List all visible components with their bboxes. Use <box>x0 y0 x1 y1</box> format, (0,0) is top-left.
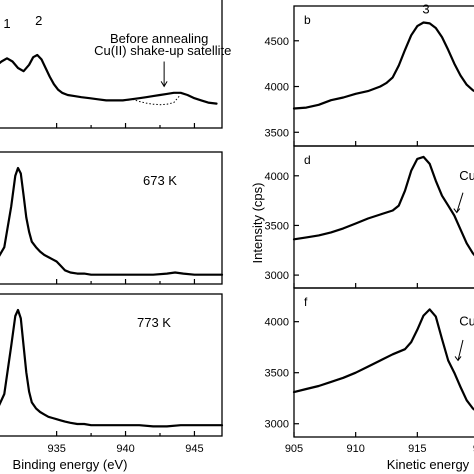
kinetic-energy-axis-title: Kinetic energy <box>387 457 470 472</box>
satellite-baseline-dotted <box>132 95 180 106</box>
intensity-axis-title: Intensity (cps) <box>250 183 265 264</box>
satellite-label: Cu(II) shake-up satellite <box>94 43 231 58</box>
kinetic-panel-d: 3000 3500 4000 d Cu <box>265 145 474 289</box>
binding-spectrum-line <box>0 308 224 428</box>
kinetic-spectrum-line <box>292 155 474 257</box>
kinetic-panel-f: 3000 3500 4000 f Cu <box>265 287 474 438</box>
cu-arrowhead <box>454 356 462 362</box>
temperature-label: Before annealing <box>110 31 208 46</box>
binding-panel-frame <box>0 0 223 129</box>
binding-x-tick-label: 935 <box>47 443 65 455</box>
intensity-tick-label: 3500 <box>265 127 289 139</box>
binding-panel-frame <box>0 151 223 285</box>
cu-arrow <box>456 192 464 213</box>
temperature-label: 773 K <box>137 315 171 330</box>
kinetic-x-tick-label: 905 <box>285 443 303 455</box>
kinetic-x-tick-label: 915 <box>408 443 426 455</box>
intensity-tick-label: 4000 <box>265 82 289 94</box>
binding-spectrum-line <box>0 53 218 105</box>
binding-panel-1: Before annealing 1 2 Cu(II) shake-up satell… <box>0 0 231 129</box>
kinetic-spectrum-line <box>292 21 474 110</box>
binding-panel-2: 673 K <box>0 151 224 285</box>
kinetic-panel-frame <box>293 145 474 289</box>
intensity-tick-label: 3500 <box>265 220 289 232</box>
kinetic-spectrum-line <box>292 308 474 411</box>
cu-arrow <box>457 339 464 361</box>
intensity-tick-label: 3000 <box>265 419 289 431</box>
peak-number-label: 1 <box>3 16 10 31</box>
kinetic-panel-frame <box>293 5 474 147</box>
binding-x-tick-label: 940 <box>116 443 134 455</box>
cu-label: Cu <box>459 168 474 183</box>
intensity-tick-label: 4000 <box>265 171 289 183</box>
kinetic-energy-column: 3500 4000 4500 b 3 3000 3500 4000 d Cu 3000 3500 400… <box>265 1 474 455</box>
intensity-tick-label: 3000 <box>265 270 289 282</box>
kinetic-x-tick-label: 910 <box>346 443 364 455</box>
binding-x-tick-label: 945 <box>185 443 203 455</box>
cu-label: Cu <box>459 314 474 329</box>
panel-letter: f <box>304 295 308 309</box>
binding-panel-frame <box>0 293 223 437</box>
peak-number-label: 2 <box>35 13 42 28</box>
cu-arrowhead <box>453 208 461 214</box>
binding-energy-axis-title: Binding energy (eV) <box>13 457 128 472</box>
intensity-tick-label: 4500 <box>265 36 289 48</box>
panel-letter: b <box>304 13 311 27</box>
binding-panel-3: 773 K <box>0 293 224 437</box>
peak-number-label: 3 <box>422 1 429 16</box>
kinetic-x-tick-label: 92 <box>473 443 474 455</box>
panel-letter: d <box>304 153 311 167</box>
binding-spectrum-line <box>0 166 224 276</box>
kinetic-panel-b: 3500 4000 4500 b 3 <box>265 1 474 147</box>
temperature-label: 673 K <box>143 173 177 188</box>
intensity-tick-label: 3500 <box>265 368 289 380</box>
binding-energy-column: Before annealing 1 2 Cu(II) shake-up satell… <box>0 0 231 455</box>
intensity-tick-label: 4000 <box>265 317 289 329</box>
kinetic-panel-frame <box>293 287 474 438</box>
satellite-arrowhead <box>160 81 168 88</box>
